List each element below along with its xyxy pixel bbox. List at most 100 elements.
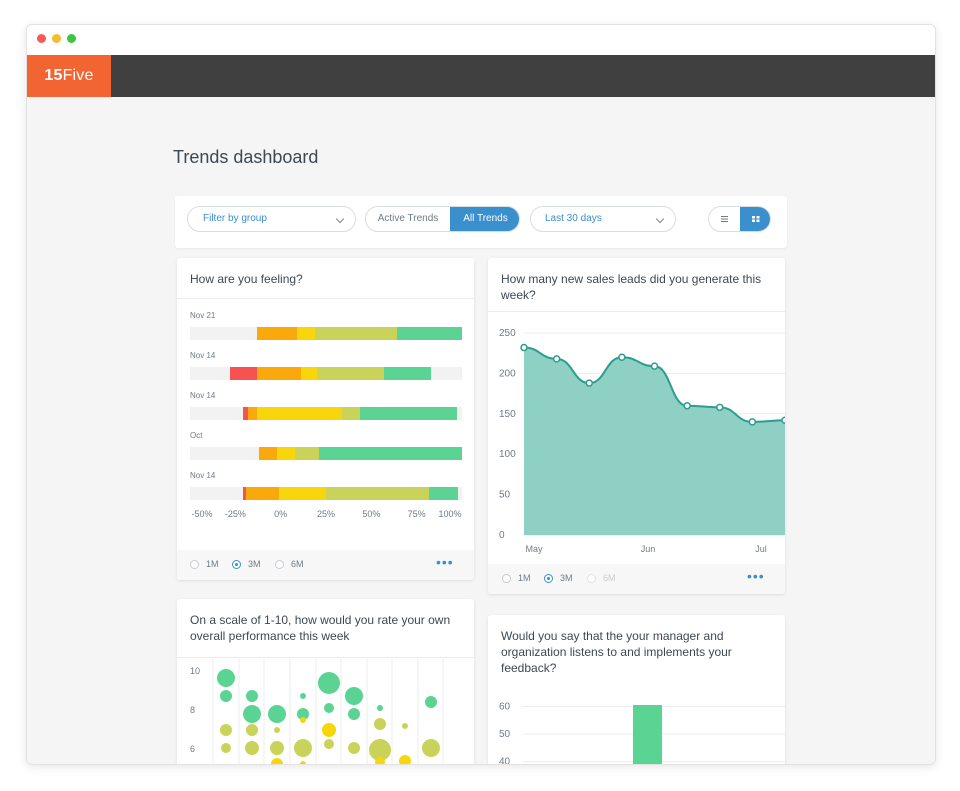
date-range-select[interactable]: Last 30 days <box>530 206 676 232</box>
bar-segment[interactable] <box>257 327 297 340</box>
bubble <box>348 742 360 754</box>
y-tick-label: 250 <box>499 328 516 339</box>
filter-by-group-select[interactable]: Filter by group <box>187 206 356 232</box>
chevron-down-icon <box>335 214 345 224</box>
data-point <box>552 355 561 363</box>
more-options-icon[interactable]: ••• <box>436 554 454 570</box>
bar-segment[interactable] <box>258 447 278 460</box>
divider <box>488 311 785 312</box>
manager-feedback-card: Would you say that the your manager and … <box>488 615 785 766</box>
bubble <box>220 690 232 702</box>
zoom-window-dot[interactable] <box>67 34 76 43</box>
range-6m-radio[interactable] <box>275 560 284 569</box>
x-tick-label: 100% <box>438 509 462 519</box>
x-tick-label: Jun <box>641 544 656 554</box>
feeling-card: How are you feeling? Nov 21 Nov 14 Nov 14 O… <box>177 258 474 580</box>
bar-segment[interactable] <box>257 367 301 380</box>
y-tick-label: 100 <box>499 449 516 460</box>
x-tick-label: May <box>525 544 543 554</box>
bar-segment[interactable] <box>246 487 279 500</box>
window-titlebar <box>27 25 935 55</box>
bubble <box>271 758 283 764</box>
all-trends-button[interactable]: All Trends <box>450 207 519 231</box>
grid-view-button[interactable] <box>740 207 770 231</box>
bar-segment[interactable] <box>326 487 430 500</box>
browser-window: 15Five Trends dashboard Filter by group … <box>26 24 936 765</box>
filter-by-group-label: Filter by group <box>203 213 267 224</box>
performance-card: On a scale of 1-10, how would you rate y… <box>177 599 474 764</box>
bubble <box>294 739 312 757</box>
y-tick-label: 150 <box>499 409 516 420</box>
bubble <box>369 739 391 761</box>
bar-segment[interactable] <box>242 407 249 420</box>
data-point <box>520 343 528 352</box>
bar-segment[interactable] <box>277 447 296 460</box>
data-point <box>585 379 593 387</box>
card-question: How are you feeling? <box>190 272 303 286</box>
bubble <box>425 696 437 708</box>
bubble <box>318 672 340 694</box>
bubble <box>246 690 258 702</box>
bubble <box>300 693 306 699</box>
bar-segment[interactable] <box>384 367 432 380</box>
bubble <box>377 705 383 711</box>
bar-segment[interactable] <box>300 367 317 380</box>
list-icon <box>721 216 728 222</box>
bar-segment[interactable] <box>295 447 319 460</box>
bubble <box>300 761 306 764</box>
bar-segment[interactable] <box>316 367 384 380</box>
bar-segment[interactable] <box>278 487 326 500</box>
bar-segment[interactable] <box>429 487 459 500</box>
app-header: 15Five <box>27 55 935 97</box>
close-window-dot[interactable] <box>37 34 46 43</box>
list-view-button[interactable] <box>709 207 740 231</box>
more-options-icon[interactable]: ••• <box>747 568 765 584</box>
bar-segment[interactable] <box>242 487 247 500</box>
grid-icon <box>752 216 760 222</box>
bubble <box>345 687 363 705</box>
bar-segment[interactable] <box>342 407 361 420</box>
bar-segment[interactable] <box>229 367 258 380</box>
y-tick-label: 60 <box>499 702 511 713</box>
data-point <box>716 403 724 412</box>
data-point <box>748 418 757 426</box>
y-tick-label: 6 <box>190 744 195 754</box>
y-tick-label: 40 <box>499 757 511 766</box>
date-range-label: Last 30 days <box>545 213 602 224</box>
bar-segment[interactable] <box>248 407 258 420</box>
area-fill <box>524 347 785 535</box>
x-tick-label: 50% <box>362 509 381 519</box>
range-6m-radio[interactable] <box>587 574 596 583</box>
card-question: How many new sales leads did you generat… <box>501 272 762 302</box>
y-tick-label: 0 <box>499 530 505 541</box>
bar-segment[interactable] <box>315 327 397 340</box>
logo[interactable]: 15Five <box>27 55 111 97</box>
bubble <box>422 739 440 757</box>
data-point <box>781 416 785 425</box>
range-3m-radio[interactable] <box>232 560 241 569</box>
range-3m-radio[interactable] <box>544 574 553 583</box>
minimize-window-dot[interactable] <box>52 34 61 43</box>
bar-segment[interactable] <box>257 407 343 420</box>
active-trends-button[interactable]: Active Trends <box>377 213 439 224</box>
bubble <box>324 703 334 713</box>
y-tick-label: 10 <box>190 666 200 676</box>
bar-segment[interactable] <box>296 327 316 340</box>
range-3m-label: 3M <box>248 559 261 569</box>
manager-feedback-bar-chart: 60 50 40 <box>499 702 785 766</box>
bar-segment[interactable] <box>318 447 462 460</box>
logo-bold: 15 <box>44 67 63 84</box>
range-1m-radio[interactable] <box>190 560 199 569</box>
bar-track <box>190 487 462 500</box>
bubble <box>221 743 231 753</box>
x-tick-label: 25% <box>316 509 336 519</box>
range-1m-radio[interactable] <box>502 574 511 583</box>
chevron-down-icon <box>655 214 665 224</box>
bubble <box>268 705 286 723</box>
bar-segment[interactable] <box>360 407 457 420</box>
bar-date-label: Oct <box>190 431 203 440</box>
bar-segment[interactable] <box>396 327 462 340</box>
x-tick-label: -50% <box>191 509 213 519</box>
divider <box>177 298 474 299</box>
filter-toolbar: Filter by group Active Trends All Trends… <box>175 196 787 248</box>
